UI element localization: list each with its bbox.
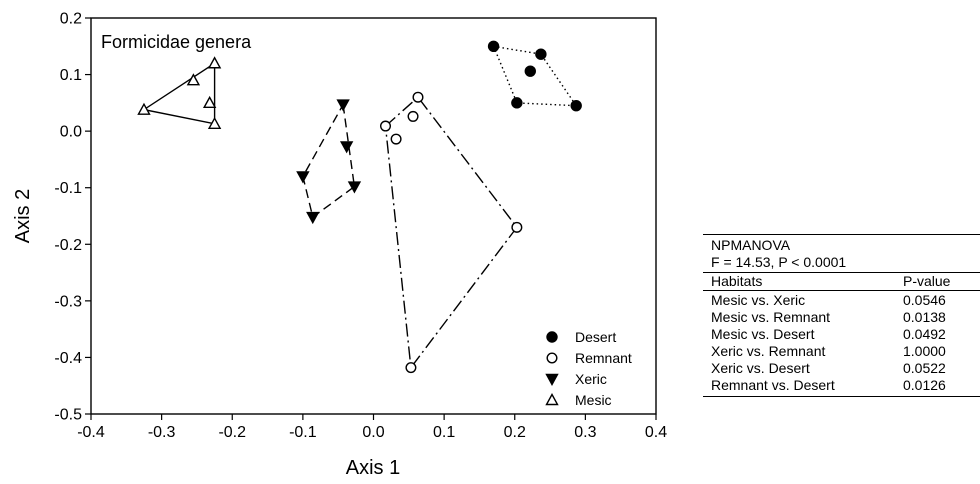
y-tick-label: -0.3 [54, 293, 82, 310]
remnant-point [407, 110, 419, 122]
xeric-hull [302, 102, 356, 219]
x-tick-label: 0.3 [574, 424, 596, 441]
remnant-point [405, 362, 417, 374]
x-tick-label: -0.2 [218, 424, 246, 441]
remnant-hull [384, 96, 518, 370]
desert-point [570, 99, 582, 112]
xeric-point [296, 171, 310, 184]
legend-mesic-marker [545, 393, 559, 406]
x-tick-label: -0.4 [77, 424, 105, 441]
desert-point [535, 48, 547, 60]
x-tick-label: 0.2 [504, 424, 526, 441]
mesic-point [207, 56, 222, 69]
p-value: 1.0000 [903, 343, 946, 359]
mesic-point [137, 102, 151, 115]
remnant-point [412, 91, 424, 103]
remnant-point [380, 120, 392, 132]
habitat-pair: Mesic vs. Desert [711, 326, 815, 342]
table-row: Xeric vs. Desert 0.0522 [703, 360, 980, 377]
npmanova-title: NPMANOVA [711, 237, 791, 253]
table-row: Remnant vs. Desert 0.0126 [703, 377, 980, 394]
habitat-pair: Xeric vs. Desert [711, 360, 810, 376]
axes-layer: -0.4 -0.3 -0.2 -0.1 0.0 0.1 0.2 0.3 0.4 0.2 0.1 0.0… [54, 11, 667, 442]
y-tick-label: -0.1 [54, 180, 82, 197]
legend-remnant-label: Remnant [575, 350, 632, 366]
desert-point [487, 40, 500, 52]
y-tick-label: -0.5 [54, 407, 82, 424]
p-value: 0.0546 [903, 292, 946, 308]
xeric-point [336, 99, 350, 112]
y-tick-label: -0.4 [54, 350, 82, 367]
xeric-point [347, 181, 362, 194]
hull-layer [142, 45, 578, 370]
remnant-point [390, 133, 402, 145]
desert-hull [492, 45, 578, 107]
x-tick-label: 0.4 [645, 424, 667, 441]
legend-desert-marker [546, 331, 558, 343]
table-header-row: Habitats P-value [703, 273, 980, 291]
table-row: Mesic vs. Desert 0.0492 [703, 326, 980, 343]
desert-point [524, 65, 536, 77]
y-axis-label: Axis 2 [12, 189, 34, 243]
mesic-point [186, 73, 201, 86]
p-value: 0.0492 [903, 326, 946, 342]
desert-point [511, 97, 523, 109]
table-row: Mesic vs. Remnant 0.0138 [703, 309, 980, 326]
xeric-point [306, 211, 320, 225]
mesic-point [207, 116, 222, 129]
habitat-pair: Mesic vs. Xeric [711, 292, 806, 308]
habitat-pair: Remnant vs. Desert [711, 377, 835, 393]
legend-desert-label: Desert [575, 329, 616, 345]
points-layer [137, 40, 582, 374]
y-tick-label: 0.0 [60, 124, 82, 141]
p-value: 0.0126 [903, 377, 946, 393]
column-header-habitats: Habitats [711, 273, 763, 289]
npmanova-statistic: F = 14.53, P < 0.0001 [711, 254, 847, 270]
legend-remnant-marker [546, 352, 558, 364]
npmanova-header: NPMANOVA F = 14.53, P < 0.0001 [703, 235, 980, 273]
x-tick-label: 0.1 [433, 424, 455, 441]
chart-title: Formicidae genera [101, 32, 252, 52]
remnant-point [511, 221, 523, 233]
table-row: Mesic vs. Xeric 0.0546 [703, 292, 980, 309]
xeric-point [339, 141, 354, 154]
p-value: 0.0138 [903, 309, 946, 325]
mesic-point [202, 95, 217, 109]
legend: Desert Remnant Xeric Mesic [545, 329, 632, 408]
p-value: 0.0522 [903, 360, 946, 376]
y-tick-label: 0.2 [60, 11, 82, 28]
x-tick-label: -0.3 [148, 424, 176, 441]
y-tick-label: 0.1 [60, 67, 82, 84]
habitat-pair: Xeric vs. Remnant [711, 343, 826, 359]
x-tick-label: 0.0 [362, 424, 384, 441]
legend-xeric-marker [545, 373, 559, 386]
plot-frame [90, 17, 657, 415]
x-axis-label: Axis 1 [346, 457, 400, 479]
habitat-pair: Mesic vs. Remnant [711, 309, 831, 325]
column-header-p-value: P-value [903, 273, 951, 289]
x-tick-label: -0.1 [289, 424, 317, 441]
y-tick-label: -0.2 [54, 237, 82, 254]
mesic-hull [142, 62, 216, 125]
legend-mesic-label: Mesic [575, 392, 612, 408]
legend-xeric-label: Xeric [575, 371, 607, 387]
npmanova-table: NPMANOVA F = 14.53, P < 0.0001 Habitats … [703, 234, 980, 397]
table-row: Xeric vs. Remnant 1.0000 [703, 343, 980, 360]
